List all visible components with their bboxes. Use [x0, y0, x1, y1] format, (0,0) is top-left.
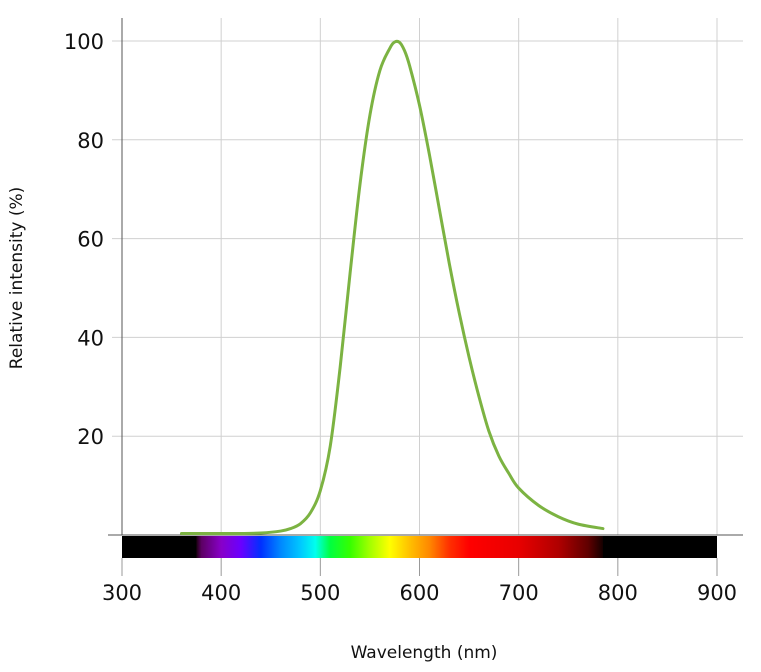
spectrum-bar [122, 536, 717, 558]
x-tick-label: 600 [399, 581, 439, 605]
x-tick-labels: 300 400 500 600 700 800 900 [102, 581, 737, 605]
x-axis-title: Wavelength (nm) [351, 643, 498, 663]
series-layer [180, 39, 605, 536]
y-tick-labels: 20 40 60 80 100 [64, 30, 104, 449]
y-tick-label: 100 [64, 30, 104, 54]
spectrum-bar-visible [196, 536, 603, 558]
x-tick-label: 500 [300, 581, 340, 605]
x-tick-label: 300 [102, 581, 142, 605]
x-tick-label: 800 [598, 581, 638, 605]
axes [108, 18, 743, 536]
x-tick-label: 700 [499, 581, 539, 605]
grid-lines [112, 18, 743, 576]
intensity-curve [180, 39, 605, 536]
y-axis-title: Relative intensity (%) [7, 187, 27, 369]
y-tick-label: 40 [77, 326, 104, 350]
y-tick-label: 80 [77, 129, 104, 153]
x-tick-label: 900 [697, 581, 737, 605]
y-tick-label: 20 [77, 425, 104, 449]
y-tick-label: 60 [77, 228, 104, 252]
x-tick-label: 400 [201, 581, 241, 605]
